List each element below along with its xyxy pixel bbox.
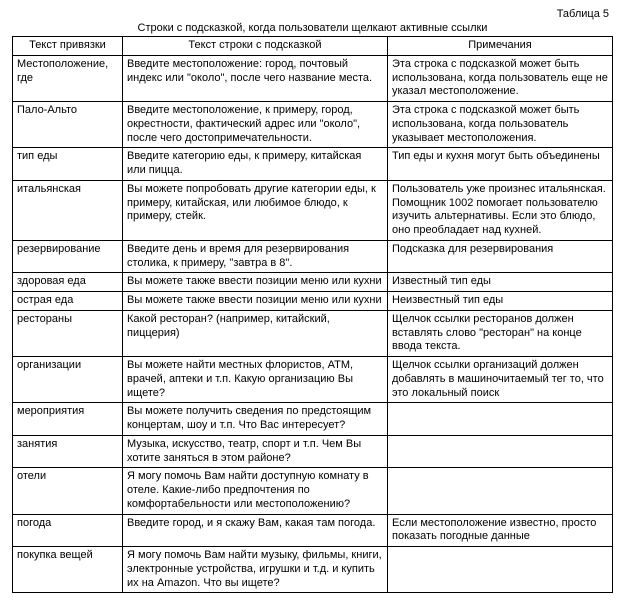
table-row: острая едаВы можете также ввести позиции… — [13, 292, 613, 311]
table-row: резервированиеВведите день и время для р… — [13, 240, 613, 273]
cell-notes — [388, 403, 613, 436]
cell-anchor: мероприятия — [13, 403, 123, 436]
cell-prompt: Вы можете найти местных флористов, ATM, … — [123, 357, 388, 403]
table-caption: Строки с подсказкой, когда пользователи … — [12, 22, 613, 34]
cell-notes — [388, 547, 613, 593]
col-header-anchor: Текст привязки — [13, 37, 123, 56]
col-header-prompt: Текст строки с подсказкой — [123, 37, 388, 56]
table-row: занятияМузыка, искусство, театр, спорт и… — [13, 435, 613, 468]
table-row: здоровая едаВы можете также ввести позиц… — [13, 273, 613, 292]
cell-prompt: Введите местоположение: город, почтовый … — [123, 55, 388, 101]
table-row: организацииВы можете найти местных флори… — [13, 357, 613, 403]
cell-notes: Известный тип еды — [388, 273, 613, 292]
table-number-label: Таблица 5 — [12, 8, 609, 20]
cell-anchor: итальянская — [13, 180, 123, 240]
table-row: итальянскаяВы можете попробовать другие … — [13, 180, 613, 240]
cell-prompt: Введите день и время для резервирования … — [123, 240, 388, 273]
table-row: отелиЯ могу помочь Вам найти доступную к… — [13, 468, 613, 514]
table-row: рестораныКакой ресторан? (например, кита… — [13, 310, 613, 356]
table-header-row: Текст привязки Текст строки с подсказкой… — [13, 37, 613, 56]
table-row: тип едыВведите категорию еды, к примеру,… — [13, 148, 613, 181]
cell-anchor: рестораны — [13, 310, 123, 356]
cell-notes: Щелчок ссылки ресторанов должен вставлят… — [388, 310, 613, 356]
cell-prompt: Введите город, и я скажу Вам, какая там … — [123, 514, 388, 547]
cell-notes — [388, 435, 613, 468]
hints-table: Текст привязки Текст строки с подсказкой… — [12, 36, 613, 593]
cell-anchor: занятия — [13, 435, 123, 468]
cell-prompt: Музыка, искусство, театр, спорт и т.п. Ч… — [123, 435, 388, 468]
cell-prompt: Какой ресторан? (например, китайский, пи… — [123, 310, 388, 356]
cell-notes: Тип еды и кухня могут быть объединены — [388, 148, 613, 181]
cell-anchor: погода — [13, 514, 123, 547]
cell-prompt: Введите местоположение, к примеру, город… — [123, 102, 388, 148]
cell-anchor: Пало-Альто — [13, 102, 123, 148]
cell-notes: Неизвестный тип еды — [388, 292, 613, 311]
cell-prompt: Вы можете также ввести позиции меню или … — [123, 273, 388, 292]
cell-notes: Эта строка с подсказкой может быть испол… — [388, 102, 613, 148]
cell-anchor: организации — [13, 357, 123, 403]
cell-notes: Пользователь уже произнес итальянская. П… — [388, 180, 613, 240]
cell-anchor: отели — [13, 468, 123, 514]
cell-notes: Если местоположение известно, просто пок… — [388, 514, 613, 547]
col-header-notes: Примечания — [388, 37, 613, 56]
table-row: покупка вещейЯ могу помочь Вам найти муз… — [13, 547, 613, 593]
table-body: Местоположение, гдеВведите местоположени… — [13, 55, 613, 593]
cell-prompt: Вы можете получить сведения по предстоящ… — [123, 403, 388, 436]
table-row: Местоположение, гдеВведите местоположени… — [13, 55, 613, 101]
cell-anchor: резервирование — [13, 240, 123, 273]
cell-prompt: Введите категорию еды, к примеру, китайс… — [123, 148, 388, 181]
cell-anchor: тип еды — [13, 148, 123, 181]
table-row: погодаВведите город, и я скажу Вам, кака… — [13, 514, 613, 547]
cell-prompt: Я могу помочь Вам найти музыку, фильмы, … — [123, 547, 388, 593]
cell-notes: Щелчок ссылки организаций должен добавля… — [388, 357, 613, 403]
cell-prompt: Вы можете попробовать другие категории е… — [123, 180, 388, 240]
cell-notes: Подсказка для резервирования — [388, 240, 613, 273]
cell-anchor: острая еда — [13, 292, 123, 311]
cell-prompt: Я могу помочь Вам найти доступную комнат… — [123, 468, 388, 514]
cell-anchor: Местоположение, где — [13, 55, 123, 101]
cell-prompt: Вы можете также ввести позиции меню или … — [123, 292, 388, 311]
cell-notes: Эта строка с подсказкой может быть испол… — [388, 55, 613, 101]
cell-anchor: здоровая еда — [13, 273, 123, 292]
table-row: Пало-АльтоВведите местоположение, к прим… — [13, 102, 613, 148]
cell-notes — [388, 468, 613, 514]
page: { "table_label": "Таблица 5", "caption":… — [0, 0, 625, 605]
cell-anchor: покупка вещей — [13, 547, 123, 593]
table-row: мероприятияВы можете получить сведения п… — [13, 403, 613, 436]
